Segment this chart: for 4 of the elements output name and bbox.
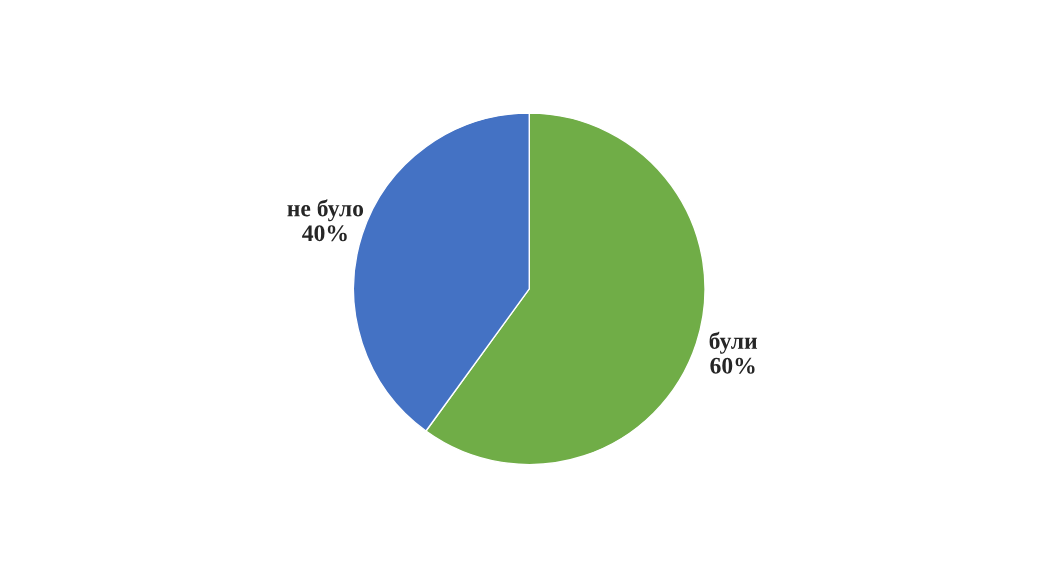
data-label: 40% [302,225,347,242]
slice-label: не було [287,199,364,222]
slice-label: були [709,331,758,354]
data-label: 60% [710,357,755,374]
